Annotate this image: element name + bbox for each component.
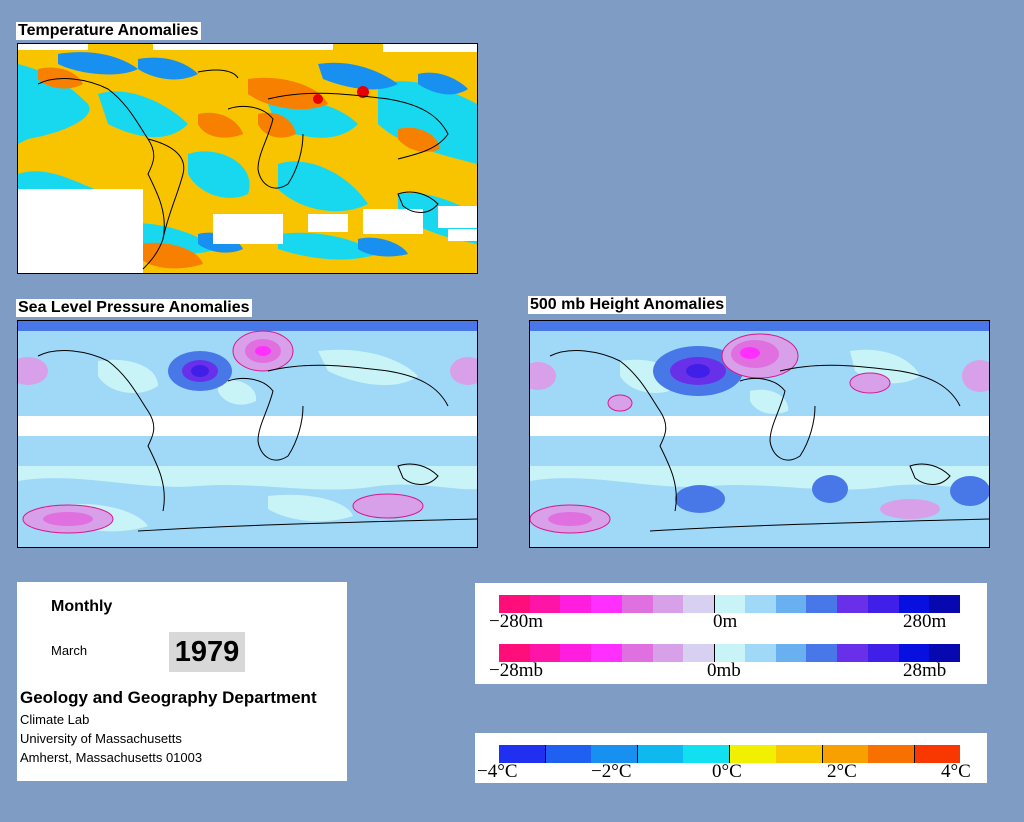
pressure-scale-swatch	[499, 644, 530, 662]
temperature-color-scale	[499, 745, 960, 763]
pressure-max-label: 28mb	[903, 660, 947, 681]
pressure-scale-swatch	[837, 644, 868, 662]
temperature-scale-tick	[637, 745, 639, 763]
temp-label-minus2: −2°C	[591, 761, 632, 782]
pressure-scale-swatch	[806, 644, 838, 662]
temperature-scale-tick	[913, 745, 915, 763]
pressure-scale-swatch	[652, 644, 684, 662]
temperature-scale-swatch	[683, 745, 730, 763]
temp-label-4: 4°C	[941, 761, 971, 782]
month-label: March	[51, 643, 88, 658]
height-color-scale	[499, 595, 961, 613]
temperature-legend: −4°C −2°C 0°C 2°C 4°C	[475, 733, 987, 783]
height-scale-tick	[714, 595, 716, 613]
pressure-scale-swatch	[744, 644, 776, 662]
pressure-scale-swatch	[867, 644, 899, 662]
temp-label-2: 2°C	[827, 761, 857, 782]
height-scale-swatch	[929, 595, 961, 613]
height-scale-swatch	[837, 595, 868, 613]
temperature-scale-swatch	[729, 745, 776, 763]
temperature-scale-tick	[545, 745, 547, 763]
height-scale-swatch	[898, 595, 930, 613]
year-label: 1979	[169, 632, 245, 672]
university-label: University of Massachusetts	[20, 731, 182, 746]
height-scale-swatch	[652, 595, 684, 613]
height-scale-swatch	[867, 595, 899, 613]
temp-label-minus4: −4°C	[477, 761, 518, 782]
height-scale-swatch	[683, 595, 715, 613]
lab-label: Climate Lab	[20, 712, 90, 727]
temperature-scale-tick	[729, 745, 731, 763]
height-anomaly-map	[529, 320, 990, 548]
height-map-title: 500 mb Height Anomalies	[528, 296, 727, 314]
temperature-scale-swatch	[591, 745, 638, 763]
temperature-scale-swatch	[775, 745, 822, 763]
department-label: Geology and Geography Department	[20, 688, 317, 707]
pressure-scale-swatch	[898, 644, 930, 662]
pressure-map-title: Sea Level Pressure Anomalies	[16, 299, 252, 317]
height-scale-swatch	[621, 595, 653, 613]
height-scale-swatch	[806, 595, 838, 613]
height-scale-swatch	[775, 595, 807, 613]
height-scale-swatch	[714, 595, 745, 613]
pressure-scale-swatch	[560, 644, 592, 662]
height-scale-swatch	[560, 595, 592, 613]
pressure-scale-swatch	[591, 644, 622, 662]
height-scale-swatch	[591, 595, 622, 613]
period-label: Monthly	[51, 598, 113, 615]
height-mid-label: 0m	[713, 611, 738, 632]
pressure-scale-swatch	[714, 644, 745, 662]
temperature-map-title: Temperature Anomalies	[16, 22, 201, 40]
height-scale-swatch	[529, 595, 561, 613]
temperature-anomaly-map	[17, 43, 478, 274]
temperature-scale-swatch	[545, 745, 592, 763]
pressure-scale-swatch	[929, 644, 961, 662]
pressure-scale-swatch	[621, 644, 653, 662]
pressure-scale-swatch	[683, 644, 715, 662]
height-scale-swatch	[499, 595, 530, 613]
temperature-scale-tick	[821, 745, 823, 763]
height-min-label: −280m	[489, 611, 543, 632]
temp-label-0: 0°C	[712, 761, 742, 782]
info-panel: Monthly March 1979 Geology and Geography…	[17, 582, 347, 781]
pressure-scale-tick	[714, 644, 716, 662]
pressure-anomaly-map	[17, 320, 478, 548]
address-label: Amherst, Massachusetts 01003	[20, 750, 203, 765]
temperature-scale-swatch	[637, 745, 684, 763]
pressure-min-label: −28mb	[489, 660, 543, 681]
height-pressure-legend: −280m 0m 280m −28mb 0mb 28mb	[475, 583, 987, 684]
pressure-color-scale	[499, 644, 961, 662]
pressure-scale-swatch	[529, 644, 561, 662]
temperature-scale-swatch	[913, 745, 960, 763]
height-max-label: 280m	[903, 611, 947, 632]
temperature-scale-swatch	[867, 745, 914, 763]
pressure-scale-swatch	[775, 644, 807, 662]
temperature-scale-swatch	[499, 745, 546, 763]
temperature-scale-swatch	[821, 745, 868, 763]
pressure-mid-label: 0mb	[707, 660, 741, 681]
height-scale-swatch	[744, 595, 776, 613]
